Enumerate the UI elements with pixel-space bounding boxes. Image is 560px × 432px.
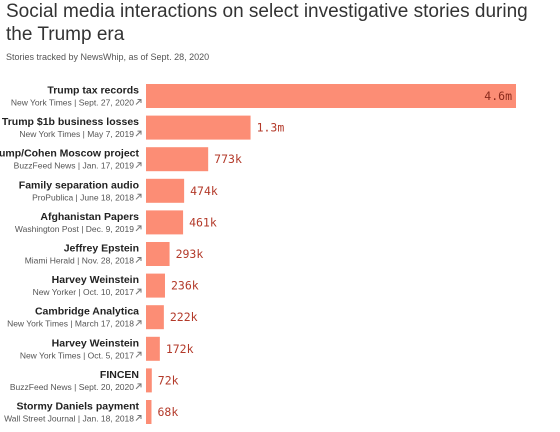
story-title: Afghanistan Papers (40, 211, 139, 223)
arrow-up-right-icon[interactable] (135, 415, 142, 421)
bar (146, 368, 152, 393)
story-title: Trump $1b business losses (2, 116, 139, 128)
story-title: FINCEN (100, 369, 139, 381)
value-label: 68k (157, 405, 178, 419)
value-label: 773k (214, 152, 242, 166)
bar (146, 336, 160, 361)
story-title: Stormy Daniels payment (16, 401, 139, 413)
value-label: 1.3m (257, 121, 285, 135)
bar (146, 115, 251, 140)
arrow-up-right-icon[interactable] (135, 130, 142, 137)
story-meta: New York Times | March 17, 2018 (7, 319, 134, 329)
value-label: 236k (171, 279, 199, 293)
arrow-up-right-icon[interactable] (135, 257, 142, 263)
value-label: 474k (190, 184, 218, 198)
value-label: 461k (189, 215, 217, 229)
bar (146, 147, 209, 172)
story-title: Family separation audio (19, 179, 139, 191)
story-meta: BuzzFeed News | Sept. 20, 2020 (10, 382, 134, 392)
story-title: Cambridge Analytica (35, 306, 139, 318)
arrow-up-right-icon[interactable] (135, 351, 142, 358)
arrow-up-right-icon[interactable] (135, 225, 142, 232)
value-label: 172k (166, 342, 194, 356)
bar (146, 210, 184, 235)
story-meta: Miami Herald | Nov. 28, 2018 (25, 256, 135, 266)
story-meta: New York Times | May 7, 2019 (19, 129, 134, 139)
story-meta: New York Times | Oct. 5, 2017 (20, 350, 134, 360)
arrow-up-right-icon[interactable] (135, 162, 142, 169)
chart-title: Social media interactions on select inve… (6, 1, 528, 45)
value-label: 293k (176, 247, 204, 261)
story-title: Trump/Cohen Moscow project (0, 148, 139, 160)
story-title: Harvey Weinstein (52, 274, 139, 286)
bar (146, 84, 516, 108)
bar (146, 242, 170, 266)
story-title: Trump tax records (47, 85, 139, 97)
story-title: Harvey Weinstein (52, 337, 139, 349)
arrow-up-right-icon[interactable] (135, 99, 142, 105)
value-label: 222k (170, 310, 198, 324)
arrow-up-right-icon[interactable] (135, 320, 142, 327)
bar (146, 178, 185, 203)
story-meta: New Yorker | Oct. 10, 2017 (33, 287, 135, 297)
story-meta: ProPublica | June 18, 2018 (32, 192, 134, 202)
story-meta: BuzzFeed News | Jan. 17, 2019 (14, 161, 135, 171)
story-title: Jeffrey Epstein (64, 243, 139, 255)
arrow-up-right-icon[interactable] (135, 288, 142, 295)
story-meta: Washington Post | Dec. 9, 2019 (15, 224, 134, 234)
bar (146, 273, 165, 298)
arrow-up-right-icon[interactable] (135, 383, 142, 390)
story-meta: New York Times | Sept. 27, 2020 (11, 98, 134, 108)
value-label: 4.6m (484, 89, 512, 103)
chart-subtitle: Stories tracked by NewsWhip, as of Sept.… (6, 52, 210, 62)
value-label: 72k (158, 373, 179, 387)
arrow-up-right-icon[interactable] (135, 193, 142, 200)
story-meta: Wall Street Journal | Jan. 18, 2018 (4, 414, 134, 424)
bar (146, 305, 164, 330)
bar (146, 400, 152, 424)
